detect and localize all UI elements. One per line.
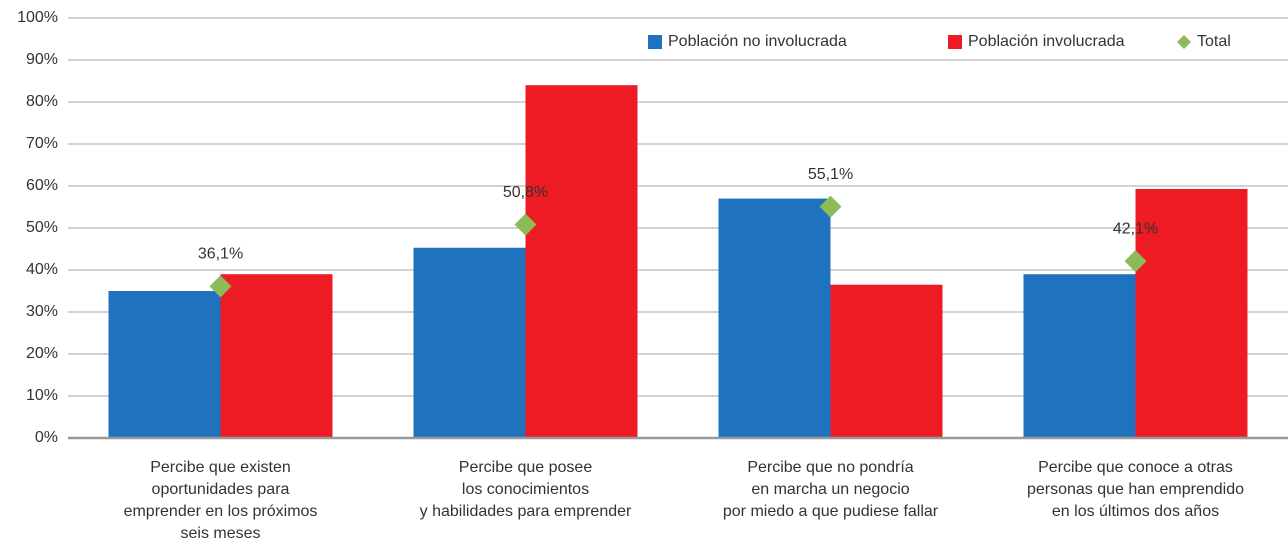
legend-swatch: [948, 35, 962, 49]
y-tick-label: 70%: [26, 135, 58, 152]
bar: [718, 198, 831, 438]
x-tick-label: y habilidades para emprender: [420, 503, 632, 520]
bar: [830, 284, 943, 438]
data-label: 55,1%: [808, 166, 853, 183]
diamond-marker: [819, 195, 842, 218]
diamond-marker: [514, 213, 537, 236]
legend-label: Total: [1197, 33, 1231, 50]
bar: [108, 291, 221, 438]
x-tick-label: en marcha un negocio: [751, 481, 909, 498]
bar: [413, 247, 526, 438]
x-tick-label: por miedo a que pudiese fallar: [723, 503, 939, 520]
diamond-marker: [1124, 250, 1147, 273]
y-tick-label: 10%: [26, 387, 58, 404]
y-tick-label: 0%: [35, 429, 58, 446]
y-tick-label: 40%: [26, 261, 58, 278]
x-tick-label: Percibe que no pondría: [747, 459, 913, 476]
legend-swatch: [648, 35, 662, 49]
x-tick-label: los conocimientos: [462, 481, 589, 498]
bar: [525, 85, 638, 438]
x-tick-label: oportunidades para: [152, 481, 290, 498]
x-tick-label: Percibe que conoce a otras: [1038, 459, 1233, 476]
x-tick-label: Percibe que posee: [459, 459, 593, 476]
y-tick-label: 80%: [26, 93, 58, 110]
legend-label: Población involucrada: [968, 33, 1125, 50]
bar: [1135, 188, 1248, 438]
legend-swatch: [1177, 35, 1191, 49]
y-tick-label: 20%: [26, 345, 58, 362]
y-tick-label: 30%: [26, 303, 58, 320]
x-tick-label: personas que han emprendido: [1027, 481, 1244, 498]
bar: [1023, 274, 1136, 438]
x-tick-label: seis meses: [180, 525, 260, 542]
y-tick-label: 100%: [17, 9, 58, 26]
data-label: 42,1%: [1113, 220, 1158, 237]
x-tick-label: emprender en los próximos: [124, 503, 318, 520]
x-tick-label: en los últimos dos años: [1052, 503, 1219, 520]
data-label: 50,8%: [503, 184, 548, 201]
x-tick-label: Percibe que existen: [150, 459, 291, 476]
diamond-marker: [209, 275, 232, 298]
y-tick-label: 50%: [26, 219, 58, 236]
data-label: 36,1%: [198, 246, 243, 263]
y-tick-label: 60%: [26, 177, 58, 194]
legend-label: Población no involucrada: [668, 33, 847, 50]
y-tick-label: 90%: [26, 51, 58, 68]
bar: [220, 274, 333, 438]
